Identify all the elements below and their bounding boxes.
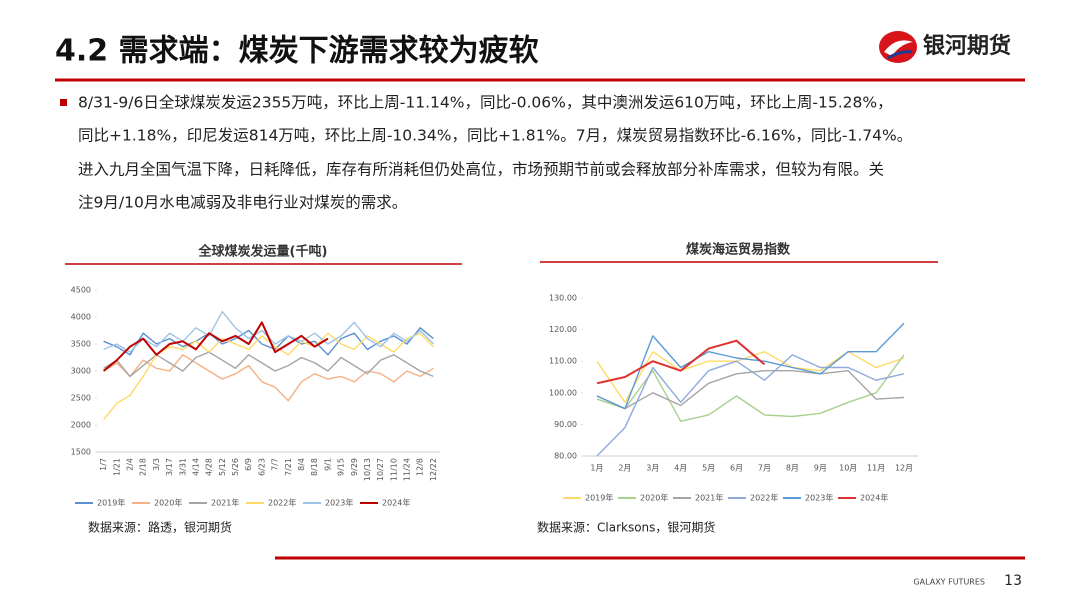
x-tick-label: 6月 [730,464,743,473]
x-tick-label: 4/28 [205,458,214,476]
series-line [103,354,434,402]
y-tick-label: 3000 [71,367,91,376]
y-tick-label: 1500 [71,448,91,457]
legend-label: 2022年 [750,493,778,503]
legend-label: 2023年 [805,493,833,503]
y-tick-label: 100.00 [549,388,577,397]
x-tick-label: 1/7 [99,458,108,471]
x-tick-label: 1/21 [112,458,121,476]
x-tick-label: 3/31 [178,458,187,476]
y-tick-label: 2000 [71,421,91,430]
x-tick-label: 3/3 [152,458,161,471]
x-tick-label: 5/26 [231,458,240,476]
chart-title: 煤炭海运贸易指数 [686,242,791,258]
x-tick-label: 11/10 [389,458,398,481]
x-tick-label: 10月 [839,464,857,473]
y-tick-label: 90.00 [554,420,577,429]
y-tick-label: 2500 [71,394,91,403]
logo-icon [879,31,917,63]
y-tick-label: 80.00 [554,452,577,461]
chart-title: 全球煤炭发运量(千吨) [198,244,328,260]
y-tick-label: 4000 [71,313,91,322]
x-tick-label: 9/1 [323,458,332,471]
x-tick-label: 11月 [867,464,885,473]
x-tick-label: 4月 [674,464,687,473]
legend-label: 2019年 [585,493,613,503]
x-tick-label: 3/17 [165,458,174,476]
x-tick-label: 4/14 [191,458,200,476]
legend-label: 2024年 [382,498,410,508]
x-tick-label: 5/12 [218,458,227,476]
series-line [103,351,434,378]
logo-text: 银河期货 [923,33,1011,59]
series-line [596,351,905,403]
chart-source: 数据来源：路透，银河期货 [88,520,232,535]
legend-label: 2019年 [97,498,125,508]
x-tick-label: 9/29 [350,458,359,476]
slide-title: 4.2 需求端：煤炭下游需求较为疲软 [55,34,539,69]
x-tick-label: 11/24 [403,458,412,481]
x-tick-label: 10/27 [376,458,385,481]
x-tick-label: 9/15 [337,458,346,476]
bullet-marker [60,99,67,106]
x-tick-label: 8月 [786,464,799,473]
x-tick-label: 6/9 [244,458,253,471]
x-tick-label: 12月 [895,464,913,473]
bullet-line: 注9月/10月水电减弱及非电行业对煤炭的需求。 [78,194,407,212]
x-tick-label: 7月 [758,464,771,473]
y-tick-label: 120.00 [549,325,577,334]
legend-label: 2023年 [325,498,353,508]
legend-label: 2022年 [268,498,296,508]
legend-label: 2020年 [154,498,182,508]
series-line [596,354,905,457]
footer-brand: GALAXY FUTURES [913,578,985,587]
x-tick-label: 12/8 [416,458,425,476]
x-tick-label: 7/7 [271,458,280,471]
series-line [596,370,905,410]
legend-label: 2024年 [860,493,888,503]
x-tick-label: 5月 [702,464,715,473]
x-tick-label: 1月 [590,464,603,473]
y-tick-label: 4500 [71,286,91,295]
x-tick-label: 2/4 [125,458,134,471]
x-tick-label: 8/4 [297,458,306,471]
legend-label: 2021年 [695,493,723,503]
chart-source: 数据来源：Clarksons，银河期货 [537,520,715,535]
x-tick-label: 10/13 [363,458,372,481]
x-tick-label: 3月 [646,464,659,473]
bullet-line: 进入九月全国气温下降，日耗降低，库存有所消耗但仍处高位，市场预期节前或会释放部分… [78,161,884,179]
bullet-line: 同比+1.18%，印尼发运814万吨，环比上周-10.34%，同比+1.81%。… [78,127,912,145]
x-tick-label: 9月 [814,464,827,473]
x-tick-label: 12/22 [429,458,438,481]
x-tick-label: 6/23 [257,458,266,476]
bullet-text: 8/31-9/6日全球煤炭发运2355万吨，环比上周-11.14%，同比-0.0… [78,94,912,212]
x-tick-label: 8/18 [310,458,319,476]
x-tick-label: 2月 [618,464,631,473]
page-number: 13 [1004,573,1022,589]
y-tick-label: 3500 [71,340,91,349]
y-tick-label: 130.00 [549,294,577,303]
series-line [596,339,766,385]
series-line [102,321,329,372]
x-tick-label: 2/18 [139,458,148,476]
bullet-line: 8/31-9/6日全球煤炭发运2355万吨，环比上周-11.14%，同比-0.0… [78,94,893,112]
legend-label: 2021年 [211,498,239,508]
legend-label: 2020年 [640,493,668,503]
x-tick-label: 7/21 [284,458,293,476]
y-tick-label: 110.00 [549,357,577,366]
series-line [596,322,905,410]
